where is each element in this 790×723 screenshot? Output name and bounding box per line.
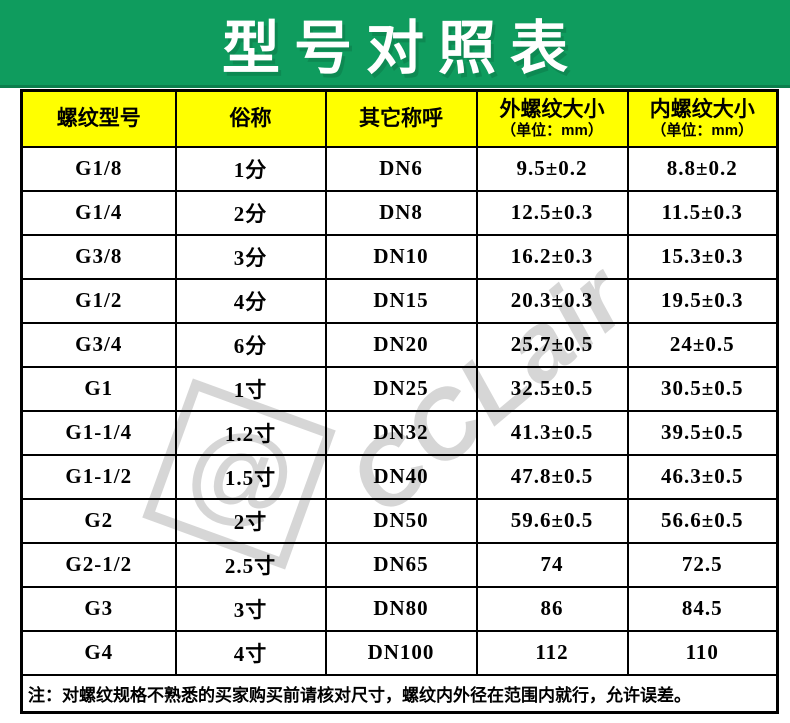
table-row: G1-1/4 1.2寸 DN32 41.3±0.5 39.5±0.5 <box>20 409 779 456</box>
table-cell: DN50 <box>324 497 478 544</box>
table-cell: 8.8±0.2 <box>626 145 779 192</box>
table-cell: G2 <box>20 497 177 544</box>
table-cell: 11.5±0.3 <box>626 189 779 236</box>
table-cell: 56.6±0.5 <box>626 497 779 544</box>
col-header-label: 内螺纹大小 <box>649 98 755 122</box>
table-cell: G3/4 <box>20 321 177 368</box>
table-cell: 46.3±0.5 <box>626 453 779 500</box>
table-row: G3 3寸 DN80 86 84.5 <box>20 585 779 632</box>
table-cell: 25.7±0.5 <box>475 321 629 368</box>
table-row: G3/8 3分 DN10 16.2±0.3 15.3±0.3 <box>20 233 779 280</box>
col-header-unit: （单位：mm） <box>501 122 603 140</box>
table-row: G1-1/2 1.5寸 DN40 47.8±0.5 46.3±0.5 <box>20 453 779 500</box>
table-cell: 110 <box>626 629 779 676</box>
table-cell: 47.8±0.5 <box>475 453 629 500</box>
table-row: G1/4 2分 DN8 12.5±0.3 11.5±0.3 <box>20 189 779 236</box>
table-cell: 1分 <box>174 145 327 192</box>
table-cell: 15.3±0.3 <box>626 233 779 280</box>
table-cell: 84.5 <box>626 585 779 632</box>
table-row: G1/8 1分 DN6 9.5±0.2 8.8±0.2 <box>20 145 779 192</box>
table-cell: DN10 <box>324 233 478 280</box>
table-cell: G1 <box>20 365 177 412</box>
col-header-label: 其它称呼 <box>359 107 443 131</box>
table-cell: 72.5 <box>626 541 779 588</box>
col-header-label: 外螺纹大小 <box>499 98 605 122</box>
table-cell: G3/8 <box>20 233 177 280</box>
table-cell: G4 <box>20 629 177 676</box>
table-cell: DN6 <box>324 145 478 192</box>
table-cell: DN20 <box>324 321 478 368</box>
table-cell: G1-1/4 <box>20 409 177 456</box>
table-cell: DN100 <box>324 629 478 676</box>
table-cell: DN8 <box>324 189 478 236</box>
title-banner: 型号对照表 <box>0 0 790 88</box>
table-cell: 39.5±0.5 <box>626 409 779 456</box>
table-row: G1 1寸 DN25 32.5±0.5 30.5±0.5 <box>20 365 779 412</box>
col-header-common-name: 俗称 <box>174 89 327 148</box>
table-row: G2-1/2 2.5寸 DN65 74 72.5 <box>20 541 779 588</box>
note-row: 注：对螺纹规格不熟悉的买家购买前请核对尺寸，螺纹内外径在范围内就行，允许误差。 <box>20 673 779 714</box>
table-cell: 30.5±0.5 <box>626 365 779 412</box>
table-cell: 2分 <box>174 189 327 236</box>
table-cell: 1.2寸 <box>174 409 327 456</box>
col-header-other-name: 其它称呼 <box>324 89 478 148</box>
table-cell: DN80 <box>324 585 478 632</box>
table-cell: 1寸 <box>174 365 327 412</box>
table-cell: 59.6±0.5 <box>475 497 629 544</box>
table-row: G2 2寸 DN50 59.6±0.5 56.6±0.5 <box>20 497 779 544</box>
table-cell: 3分 <box>174 233 327 280</box>
col-header-label: 螺纹型号 <box>56 107 141 131</box>
table-cell: G1/2 <box>20 277 177 324</box>
table-cell: 74 <box>475 541 629 588</box>
page-title: 型号对照表 <box>221 15 582 81</box>
spec-table: 螺纹型号 俗称 其它称呼 外螺纹大小 （单位：mm） 内螺纹大小 （单位：mm） G… <box>20 89 779 714</box>
table-cell: 32.5±0.5 <box>475 365 629 412</box>
table-cell: 86 <box>475 585 629 632</box>
table-cell: 2寸 <box>174 497 327 544</box>
table-cell: 19.5±0.3 <box>626 277 779 324</box>
table-cell: 4分 <box>174 277 327 324</box>
col-header-unit: （单位：mm） <box>651 122 754 140</box>
table-cell: DN65 <box>324 541 478 588</box>
col-header-external-size: 外螺纹大小 （单位：mm） <box>475 89 629 148</box>
table-cell: 12.5±0.3 <box>475 189 629 236</box>
table-cell: 16.2±0.3 <box>475 233 629 280</box>
table-row: G4 4寸 DN100 112 110 <box>20 629 779 676</box>
col-header-label: 俗称 <box>229 107 272 131</box>
table-cell: G3 <box>20 585 177 632</box>
table-cell: 41.3±0.5 <box>475 409 629 456</box>
table-cell: 3寸 <box>174 585 327 632</box>
table-row: G1/2 4分 DN15 20.3±0.3 19.5±0.3 <box>20 277 779 324</box>
table-cell: DN15 <box>324 277 478 324</box>
table-cell: 4寸 <box>174 629 327 676</box>
table-cell: 24±0.5 <box>626 321 779 368</box>
table-cell: 1.5寸 <box>174 453 327 500</box>
table-cell: DN32 <box>324 409 478 456</box>
table-cell: G1/8 <box>20 145 177 192</box>
spec-table-container: 螺纹型号 俗称 其它称呼 外螺纹大小 （单位：mm） 内螺纹大小 （单位：mm） G… <box>20 89 779 714</box>
table-cell: DN25 <box>324 365 478 412</box>
table-cell: 2.5寸 <box>174 541 327 588</box>
table-cell: DN40 <box>324 453 478 500</box>
table-cell: 6分 <box>174 321 327 368</box>
table-row: G3/4 6分 DN20 25.7±0.5 24±0.5 <box>20 321 779 368</box>
table-cell: G1/4 <box>20 189 177 236</box>
header-row: 螺纹型号 俗称 其它称呼 外螺纹大小 （单位：mm） 内螺纹大小 （单位：mm） <box>20 89 779 148</box>
table-body: G1/8 1分 DN6 9.5±0.2 8.8±0.2 G1/4 2分 DN8 … <box>20 145 779 714</box>
table-cell: 112 <box>475 629 629 676</box>
footnote: 注：对螺纹规格不熟悉的买家购买前请核对尺寸，螺纹内外径在范围内就行，允许误差。 <box>20 673 779 714</box>
table-cell: G1-1/2 <box>20 453 177 500</box>
col-header-thread-model: 螺纹型号 <box>20 89 177 148</box>
table-cell: 9.5±0.2 <box>475 145 629 192</box>
table-header: 螺纹型号 俗称 其它称呼 外螺纹大小 （单位：mm） 内螺纹大小 （单位：mm） <box>20 89 779 148</box>
col-header-internal-size: 内螺纹大小 （单位：mm） <box>626 89 779 148</box>
table-cell: 20.3±0.3 <box>475 277 629 324</box>
table-cell: G2-1/2 <box>20 541 177 588</box>
